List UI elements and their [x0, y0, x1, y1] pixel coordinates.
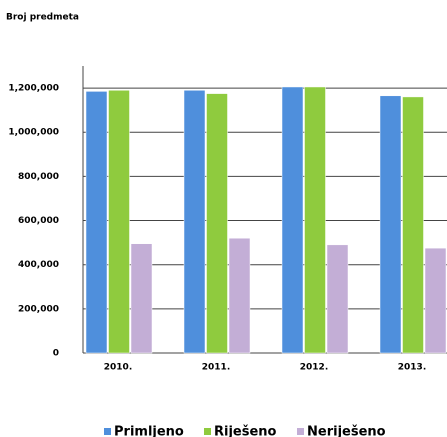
legend-swatch — [204, 428, 211, 435]
x-tick-label: 2013. — [398, 363, 426, 373]
bar — [402, 96, 424, 354]
bar — [281, 86, 304, 354]
bar — [183, 90, 206, 354]
y-tick-label: 400,000 — [18, 260, 59, 270]
y-tick-label: 0 — [53, 349, 59, 359]
bar — [228, 237, 251, 354]
legend-label: Primljeno — [114, 425, 184, 437]
bar — [206, 93, 228, 354]
bar — [379, 95, 402, 354]
y-tick-label: 800,000 — [18, 172, 59, 182]
bar — [130, 243, 153, 354]
legend-swatch — [104, 428, 111, 435]
bar — [108, 90, 130, 354]
y-tick-label: 1,000,000 — [8, 128, 59, 138]
y-tick-label: 200,000 — [18, 304, 59, 314]
legend-label: Neriješeno — [307, 425, 386, 437]
bar — [424, 247, 447, 354]
legend-label: Riješeno — [214, 425, 277, 437]
bar — [326, 244, 349, 354]
x-tick-label: 2011. — [202, 363, 230, 373]
x-tick-label: 2010. — [104, 363, 132, 373]
bar — [304, 86, 326, 354]
chart-title: Broj predmeta — [6, 13, 79, 23]
bar — [85, 91, 108, 354]
y-tick-label: 1,200,000 — [8, 84, 59, 94]
legend-swatch — [297, 428, 304, 435]
x-tick-label: 2012. — [300, 363, 328, 373]
y-tick-label: 600,000 — [18, 216, 59, 226]
